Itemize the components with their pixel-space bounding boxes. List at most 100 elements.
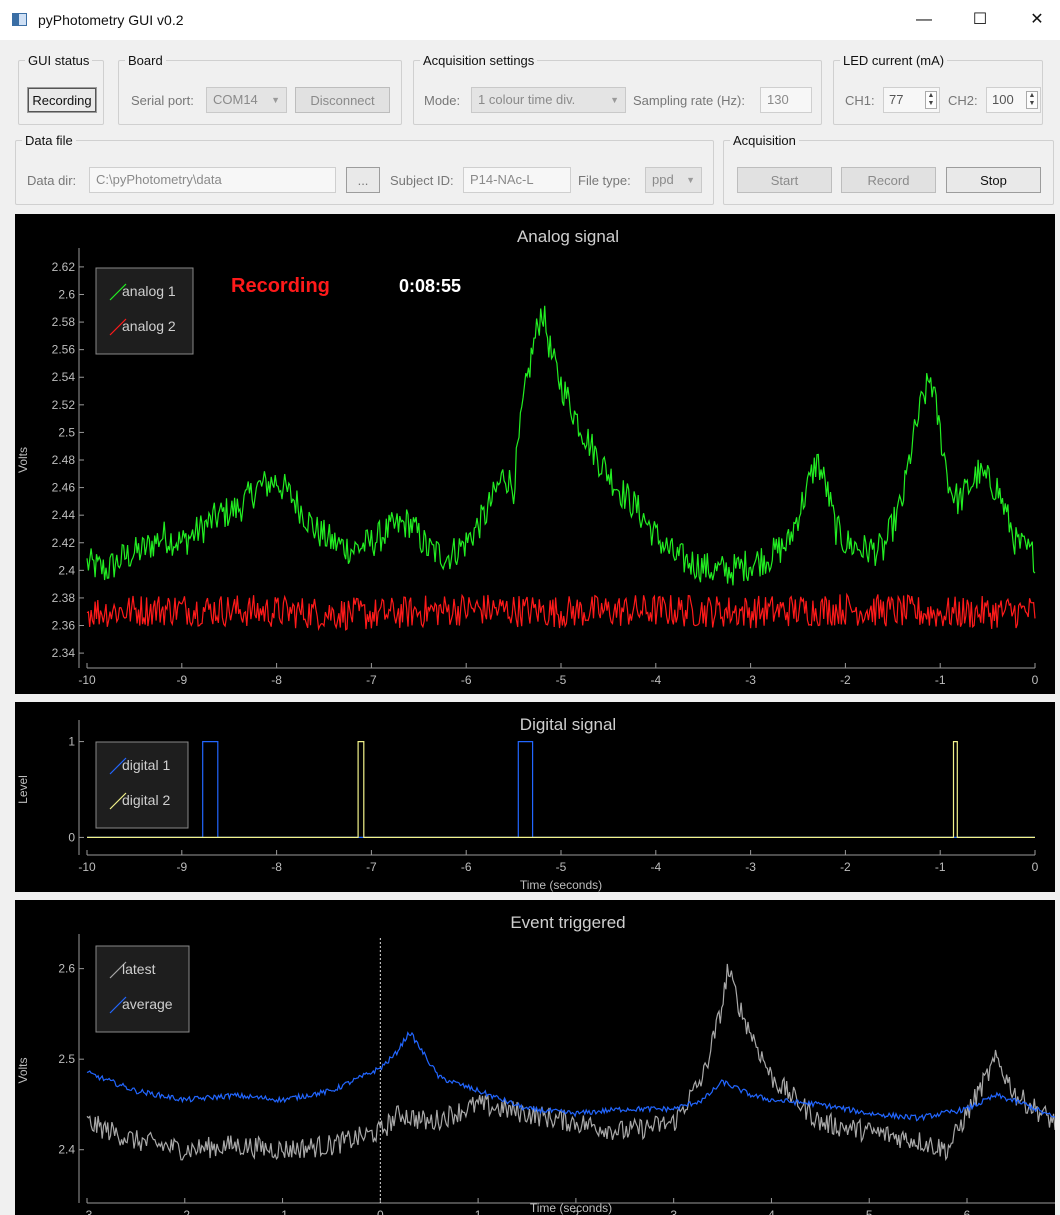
ch2-label: CH2: (948, 93, 978, 108)
x-tick-label: -1 (277, 1208, 288, 1215)
chevron-down-icon: ▼ (271, 95, 280, 105)
y-tick-label: 2.52 (52, 398, 76, 412)
plot-title: Event triggered (510, 913, 625, 932)
y-tick-label: 2.62 (52, 260, 76, 274)
x-tick-label: 5 (866, 1208, 873, 1215)
y-tick-label: 2.58 (52, 315, 76, 329)
legend-box (95, 945, 190, 1033)
x-tick-label: 0 (1032, 860, 1039, 874)
x-tick-label: -2 (179, 1208, 190, 1215)
chevron-down-icon: ▼ (610, 95, 619, 105)
spin-arrows-icon[interactable]: ▲ ▼ (1026, 91, 1038, 109)
series-line-digital-2 (87, 740, 1035, 838)
legend-swatch (109, 961, 127, 979)
digital-signal-plot[interactable]: Digital signal -10 -9 -8 -7 -6 -5 -4 -3 -2 -1 0 1 0 Le… (15, 702, 1055, 892)
data-dir-input[interactable]: C:\pyPhotometry\data (89, 167, 336, 193)
y-tick-label: 2.36 (52, 619, 76, 633)
legend-label: average (122, 996, 173, 1012)
ch1-current-spinbox[interactable]: 77 ▲ ▼ (883, 87, 940, 113)
window-title: pyPhotometry GUI v0.2 (38, 12, 184, 28)
minimize-button[interactable]: — (916, 11, 932, 28)
recording-status-button[interactable]: Recording (27, 87, 97, 113)
y-tick-label: 0 (68, 830, 75, 844)
y-tick-label: 2.5 (58, 1052, 75, 1066)
data-dir-label: Data dir: (27, 173, 77, 188)
x-tick-label: 1 (475, 1208, 482, 1215)
x-tick-label: -9 (176, 673, 187, 687)
y-tick-label: 2.56 (52, 343, 76, 357)
x-tick-label: -8 (271, 673, 282, 687)
series-line-digital-1 (87, 740, 1035, 838)
legend-box (95, 741, 189, 829)
legend-swatch (109, 318, 127, 336)
y-tick-label: 2.48 (52, 453, 76, 467)
x-tick-label: 0 (1032, 673, 1039, 687)
file-type-label: File type: (578, 173, 631, 188)
x-tick-label: 3 (670, 1208, 677, 1215)
data-file-legend: Data file (25, 133, 73, 148)
mode-label: Mode: (424, 93, 461, 108)
chevron-down-icon: ▼ (686, 175, 695, 185)
x-tick-label: -7 (366, 673, 377, 687)
gui-status-group: GUI status (18, 53, 104, 125)
legend-label: digital 2 (122, 792, 170, 808)
spin-arrows-icon[interactable]: ▲ ▼ (925, 91, 937, 109)
series-line-analog-2 (86, 592, 1036, 632)
y-tick-label: 2.42 (52, 536, 76, 550)
x-tick-label: -10 (78, 860, 96, 874)
legend-swatch (109, 996, 127, 1014)
x-tick-label: -2 (840, 860, 851, 874)
gui-status-legend: GUI status (28, 53, 90, 68)
series-line-latest (86, 963, 1055, 1162)
x-tick-label: -6 (461, 673, 472, 687)
y-tick-label: 2.4 (58, 1143, 75, 1157)
led-current-group: LED current (mA) (833, 53, 1043, 125)
start-button[interactable]: Start (737, 167, 832, 193)
x-tick-label: -2 (840, 673, 851, 687)
x-tick-label: -4 (650, 673, 661, 687)
x-tick-label: -7 (366, 860, 377, 874)
maximize-button[interactable]: ☐ (972, 11, 988, 28)
sampling-rate-input[interactable]: 130 (760, 87, 812, 113)
x-tick-label: -3 (82, 1208, 93, 1215)
x-tick-label: -3 (745, 860, 756, 874)
recording-status-text: Recording (231, 275, 330, 297)
file-type-select[interactable]: ppd ▼ (645, 167, 702, 193)
y-tick-label: 2.6 (58, 287, 75, 301)
x-tick-label: -5 (556, 673, 567, 687)
legend-label: digital 1 (122, 757, 170, 773)
acquisition-group: Acquisition (723, 133, 1054, 205)
stop-button[interactable]: Stop (946, 167, 1041, 193)
board-legend: Board (128, 53, 163, 68)
acquisition-legend: Acquisition (733, 133, 796, 148)
disconnect-button[interactable]: Disconnect (295, 87, 390, 113)
x-axis-label: Time (seconds) (520, 878, 602, 892)
series-line-analog-1 (86, 305, 1036, 586)
serial-port-value: COM14 (213, 92, 258, 107)
y-tick-label: 1 (68, 735, 75, 749)
y-tick-label: 2.6 (58, 962, 75, 976)
ch2-current-spinbox[interactable]: 100 ▲ ▼ (986, 87, 1041, 113)
x-tick-label: -1 (935, 860, 946, 874)
browse-button[interactable]: ... (346, 167, 380, 193)
x-tick-label: 0 (377, 1208, 384, 1215)
y-axis-label: Volts (16, 1057, 30, 1083)
x-tick-label: -4 (650, 860, 661, 874)
subject-id-label: Subject ID: (390, 173, 454, 188)
subject-id-input[interactable]: P14-NAc-L (463, 167, 571, 193)
analog-signal-plot[interactable]: Analog signal -10 -9 -8 -7 -6 -5 -4 -3 -2 -1 0 2.62 2… (15, 214, 1055, 694)
serial-port-select[interactable]: COM14 ▼ (206, 87, 287, 113)
x-tick-label: 6 (964, 1208, 971, 1215)
y-tick-label: 2.46 (52, 481, 76, 495)
x-tick-label: -1 (935, 673, 946, 687)
y-tick-label: 2.44 (52, 508, 76, 522)
series-line-average (86, 1031, 1055, 1122)
title-bar: pyPhotometry GUI v0.2 — ☐ ✕ (0, 0, 1060, 40)
event-triggered-plot[interactable]: Event triggered -3 -2 -1 0 1 2 3 4 5 6 2.6 2.5 2.4 Vol… (15, 900, 1055, 1215)
y-axis-label: Level (16, 775, 30, 804)
record-button[interactable]: Record (841, 167, 936, 193)
y-tick-label: 2.54 (52, 370, 76, 384)
close-button[interactable]: ✕ (1030, 11, 1044, 28)
mode-select[interactable]: 1 colour time div. ▼ (471, 87, 626, 113)
x-tick-label: -9 (176, 860, 187, 874)
